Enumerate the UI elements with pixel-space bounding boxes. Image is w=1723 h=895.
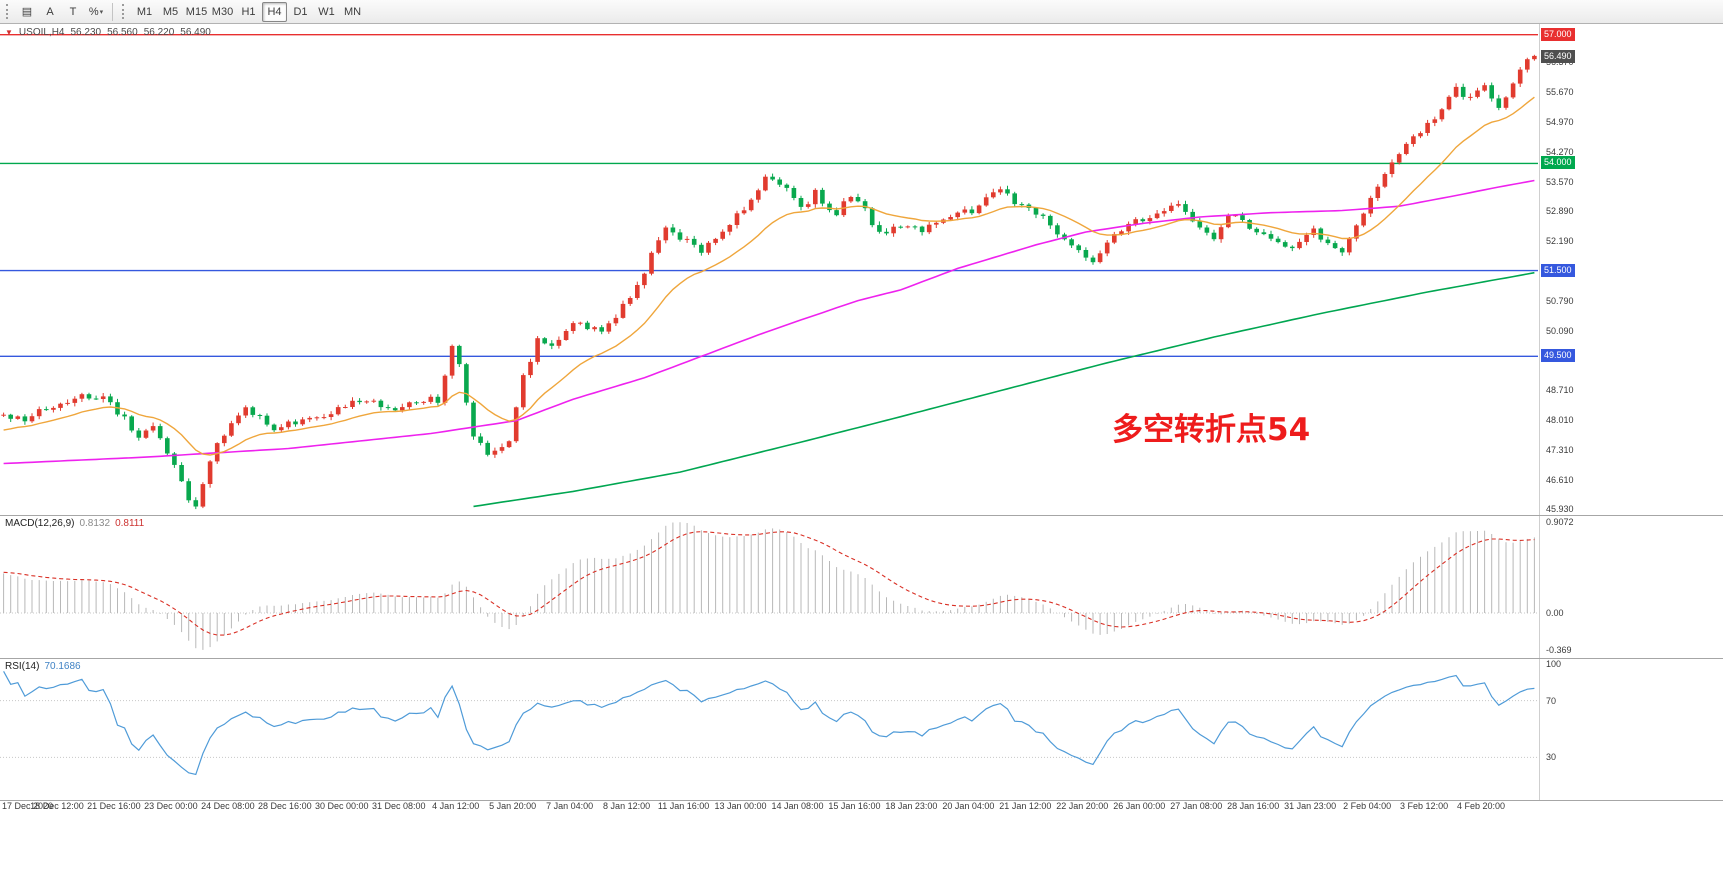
time-axis-label: 28 Jan 16:00 [1227, 801, 1280, 811]
price-axis-label: 48.010 [1546, 415, 1574, 426]
macd-indicator-canvas[interactable] [0, 515, 1538, 658]
time-axis-label: 14 Jan 08:00 [771, 801, 824, 811]
time-axis-label: 21 Jan 12:00 [999, 801, 1052, 811]
price-axis-label: 50.090 [1546, 326, 1574, 337]
rsi-axis-label: 100 [1546, 659, 1562, 669]
time-axis-label: 7 Jan 04:00 [546, 801, 594, 811]
price-axis-label: 50.790 [1546, 296, 1574, 307]
timeframe-button-h4[interactable]: H4 [262, 1, 287, 22]
time-axis-label: 22 Jan 20:00 [1056, 801, 1109, 811]
dropdown-caret-icon[interactable]: ▾ [99, 8, 104, 16]
line-studies-toolbar: ▤ A T % ▾ [16, 2, 107, 22]
timeframe-button-w1[interactable]: W1 [318, 5, 335, 18]
macd-signal-value: 0.8111 [115, 518, 145, 529]
panel-separator[interactable] [0, 658, 1723, 659]
fibonacci-tool[interactable]: % ▾ [88, 5, 104, 18]
rsi-indicator-label: RSI(14) 70.1686 [5, 661, 86, 672]
low-value: 56.220 [143, 27, 175, 38]
time-axis-label: 23 Dec 00:00 [144, 801, 198, 811]
time-axis-label: 17 Dec 2020 [2, 801, 54, 811]
open-value: 56.230 [70, 27, 102, 38]
toolbar-grip [6, 4, 11, 19]
time-axis-label: 31 Dec 08:00 [371, 801, 426, 811]
timeframe-button-m15[interactable]: M15 [185, 5, 208, 18]
time-axis-label: 18 Jan 23:00 [885, 801, 938, 811]
toolbar: ▤ A T % ▾ M1 M5 M15 M30 H1 H4 D1 W1 MN [0, 0, 1723, 24]
rsi-axis-label: 70 [1546, 695, 1557, 706]
panel-separator[interactable] [0, 800, 1723, 801]
timeframe-button-h1[interactable]: H1 [241, 5, 256, 18]
price-tag-56.490: 56.490 [1541, 49, 1575, 63]
symbol-marker-icon: ▼ [5, 28, 13, 37]
time-axis-label: 4 Feb 20:00 [1457, 801, 1506, 811]
macd-main-value: 0.8132 [79, 518, 111, 529]
time-axis-label: 21 Dec 16:00 [87, 801, 141, 811]
price-axis-label: 52.190 [1546, 235, 1574, 246]
toolbar-separator [112, 2, 113, 21]
time-axis-label: 26 Jan 00:00 [1113, 801, 1166, 811]
time-axis-label: 4 Jan 12:00 [432, 801, 480, 811]
price-axis-label: 48.710 [1546, 385, 1574, 396]
close-value: 56.490 [180, 27, 211, 38]
chart-list-tool[interactable]: ▤ [21, 6, 33, 18]
time-axis-label: 24 Dec 08:00 [201, 801, 255, 811]
time-axis-label: 31 Jan 23:00 [1284, 801, 1337, 811]
timeframe-button-d1[interactable]: D1 [293, 5, 308, 18]
timeframe-button-m1[interactable]: M1 [136, 5, 153, 18]
candlestick-chart-canvas[interactable] [0, 24, 1538, 515]
time-axis-label: 30 Dec 00:00 [314, 801, 369, 811]
price-axis-separator [1539, 24, 1540, 800]
macd-axis-label: 0.9072 [1546, 517, 1574, 528]
timeframe-button-mn[interactable]: MN [343, 5, 362, 18]
rsi-value: 70.1686 [44, 661, 81, 672]
time-axis-label: 20 Jan 04:00 [942, 801, 995, 811]
macd-name: MACD(12,26,9) [5, 518, 75, 529]
price-axis-label: 45.930 [1546, 504, 1574, 515]
price-tag-51.500[interactable]: 51.500 [1541, 263, 1575, 277]
macd-indicator-label: MACD(12,26,9) 0.8132 0.8111 [5, 518, 149, 529]
time-axis-label: 8 Jan 12:00 [603, 801, 651, 811]
timeframes-toolbar: M1 M5 M15 M30 H1 H4 D1 W1 MN [132, 1, 365, 22]
time-axis-label: 18 Dec 12:00 [30, 801, 84, 811]
time-axis-label: 27 Jan 08:00 [1170, 801, 1223, 811]
price-axis-label: 54.270 [1546, 146, 1574, 157]
panel-separator[interactable] [0, 515, 1723, 516]
time-axis-label: 3 Feb 12:00 [1400, 801, 1449, 811]
timeframe-button-m5[interactable]: M5 [162, 5, 179, 18]
price-tag-54.000[interactable]: 54.000 [1541, 156, 1575, 170]
price-axis-label: 53.570 [1546, 176, 1574, 187]
chart-ohlc-header: ▼ USOIL,H4 56.230 56.560 56.220 56.490 [5, 27, 217, 38]
rsi-name: RSI(14) [5, 661, 40, 672]
price-axis-label: 55.670 [1546, 86, 1574, 97]
price-axis-label: 54.970 [1546, 116, 1574, 127]
timeframe-button-m30[interactable]: M30 [211, 5, 234, 18]
price-axis-label: 46.610 [1546, 475, 1574, 486]
price-axis-label: 47.310 [1546, 445, 1574, 456]
time-axis-label: 2 Feb 04:00 [1343, 801, 1392, 811]
time-axis-label: 5 Jan 20:00 [489, 801, 537, 811]
rsi-indicator-canvas[interactable] [0, 658, 1538, 800]
price-axis-label: 52.890 [1546, 205, 1574, 216]
text-tool[interactable]: A [46, 5, 54, 18]
time-axis-label: 15 Jan 16:00 [828, 801, 881, 811]
macd-axis-label: -0.369 [1546, 644, 1572, 655]
time-axis-label: 11 Jan 16:00 [657, 801, 710, 811]
time-axis-label: 13 Jan 00:00 [714, 801, 767, 811]
price-tag-49.500[interactable]: 49.500 [1541, 349, 1575, 363]
macd-axis-label: 0.00 [1546, 608, 1564, 618]
price-tag-57.000[interactable]: 57.000 [1541, 27, 1575, 41]
symbol-period-label: USOIL,H4 [18, 27, 65, 38]
text-label-tool[interactable]: T [69, 5, 77, 18]
chart-annotation-text[interactable]: 多空转折点54 [1112, 412, 1311, 448]
high-value: 56.560 [107, 27, 138, 38]
time-axis-label: 28 Dec 16:00 [258, 801, 312, 811]
rsi-axis-label: 30 [1546, 752, 1557, 763]
toolbar-grip [122, 4, 127, 19]
